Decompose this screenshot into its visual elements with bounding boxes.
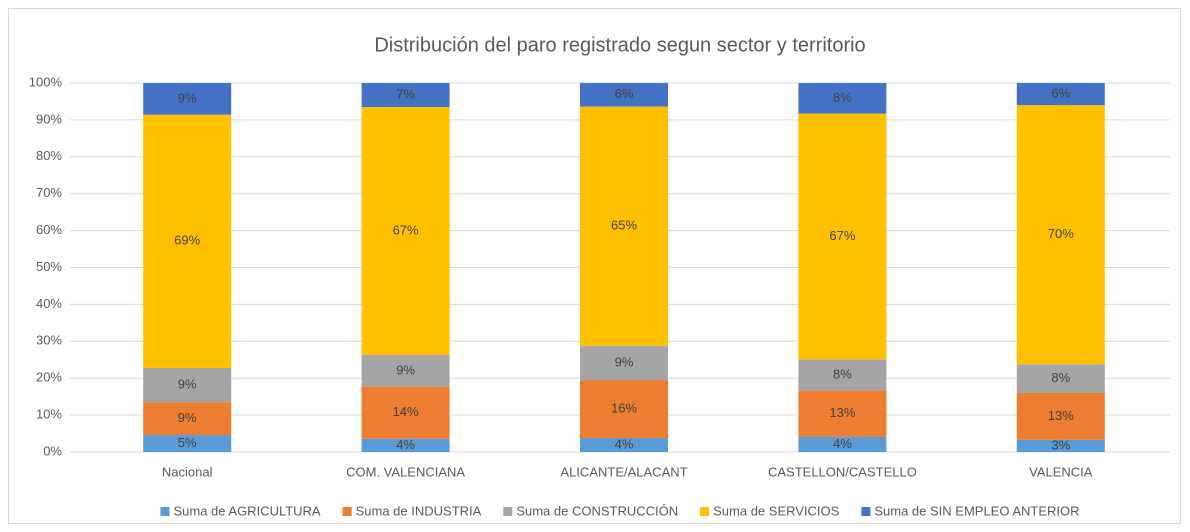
y-tick-label: 30% [36,333,62,348]
bar-segment [143,367,232,403]
data-label: 6% [615,86,634,101]
y-tick-label: 90% [36,111,62,126]
data-label: 9% [396,362,415,377]
bar-segment [1016,83,1105,106]
x-tick-label: CASTELLON/CASTELLO [768,464,917,479]
bar-segment [143,114,232,368]
data-label: 16% [611,400,637,415]
y-tick-label: 50% [36,259,62,274]
y-tick-label: 80% [36,148,62,163]
bar-segment [1016,392,1105,440]
bar-segment [361,354,450,387]
legend-label: Suma de INDUSTRIA [356,503,482,518]
bar-segment [798,113,887,360]
data-label: 13% [1048,408,1074,423]
bar-segment [580,106,668,346]
bar-segment [143,435,232,452]
bar-segment [580,345,668,381]
data-label: 7% [396,86,415,101]
data-label: 8% [833,366,852,381]
legend-swatch [861,507,871,516]
bar-segment [143,402,232,436]
bar-segment [1016,105,1105,365]
bar-segment [361,386,450,439]
bar-segment [580,437,668,452]
bar-segment [143,83,232,115]
data-label: 9% [178,376,197,391]
legend-label: Suma de SIN EMPLEO ANTERIOR [874,503,1079,518]
bar-segment [798,83,887,114]
legend-swatch [342,507,352,516]
legend-label: Suma de AGRICULTURA [173,503,320,518]
data-label: 9% [178,90,197,105]
chart-title: Distribución del paro registrado segun s… [374,34,865,56]
data-label: 5% [178,435,197,450]
data-label: 13% [829,405,855,420]
bar-segment [580,380,668,438]
y-tick-label: 40% [36,296,62,311]
y-tick-label: 70% [36,185,62,200]
y-tick-label: 60% [36,222,62,237]
data-label: 9% [615,354,634,369]
data-label: 4% [615,436,634,451]
data-label: 9% [178,410,197,425]
y-tick-label: 20% [36,370,62,385]
data-label: 6% [1051,86,1070,101]
bar-segment [798,390,887,437]
y-tick-label: 10% [36,407,62,422]
bar-segment [361,438,450,452]
bar-segment [1016,364,1105,393]
data-label: 8% [1051,370,1070,385]
x-tick-label: ALICANTE/ALACANT [560,464,687,479]
data-label: 4% [833,436,852,451]
data-label: 14% [393,404,419,419]
bar-segment [1016,439,1105,452]
bar-segment [798,359,887,391]
legend-swatch [700,507,710,516]
x-tick-label: Nacional [162,464,213,479]
data-label: 4% [396,437,415,452]
bar-segment [798,436,887,452]
x-tick-label: COM. VALENCIANA [346,464,465,479]
bar-segment [361,106,450,355]
legend-swatch [503,507,513,516]
data-label: 8% [833,90,852,105]
data-label: 67% [829,228,855,243]
bar-segment [361,83,450,107]
y-tick-label: 100% [29,74,63,89]
legend-label: Suma de CONSTRUCCIÓN [516,503,678,518]
x-tick-label: VALENCIA [1029,464,1093,479]
bar-segment [580,83,668,107]
data-label: 3% [1051,437,1070,452]
data-label: 70% [1048,226,1074,241]
y-tick-label: 0% [43,443,62,458]
data-label: 69% [174,233,200,248]
legend-swatch [160,507,170,516]
legend-label: Suma de SERVICIOS [713,503,840,518]
data-label: 67% [393,222,419,237]
data-label: 65% [611,218,637,233]
